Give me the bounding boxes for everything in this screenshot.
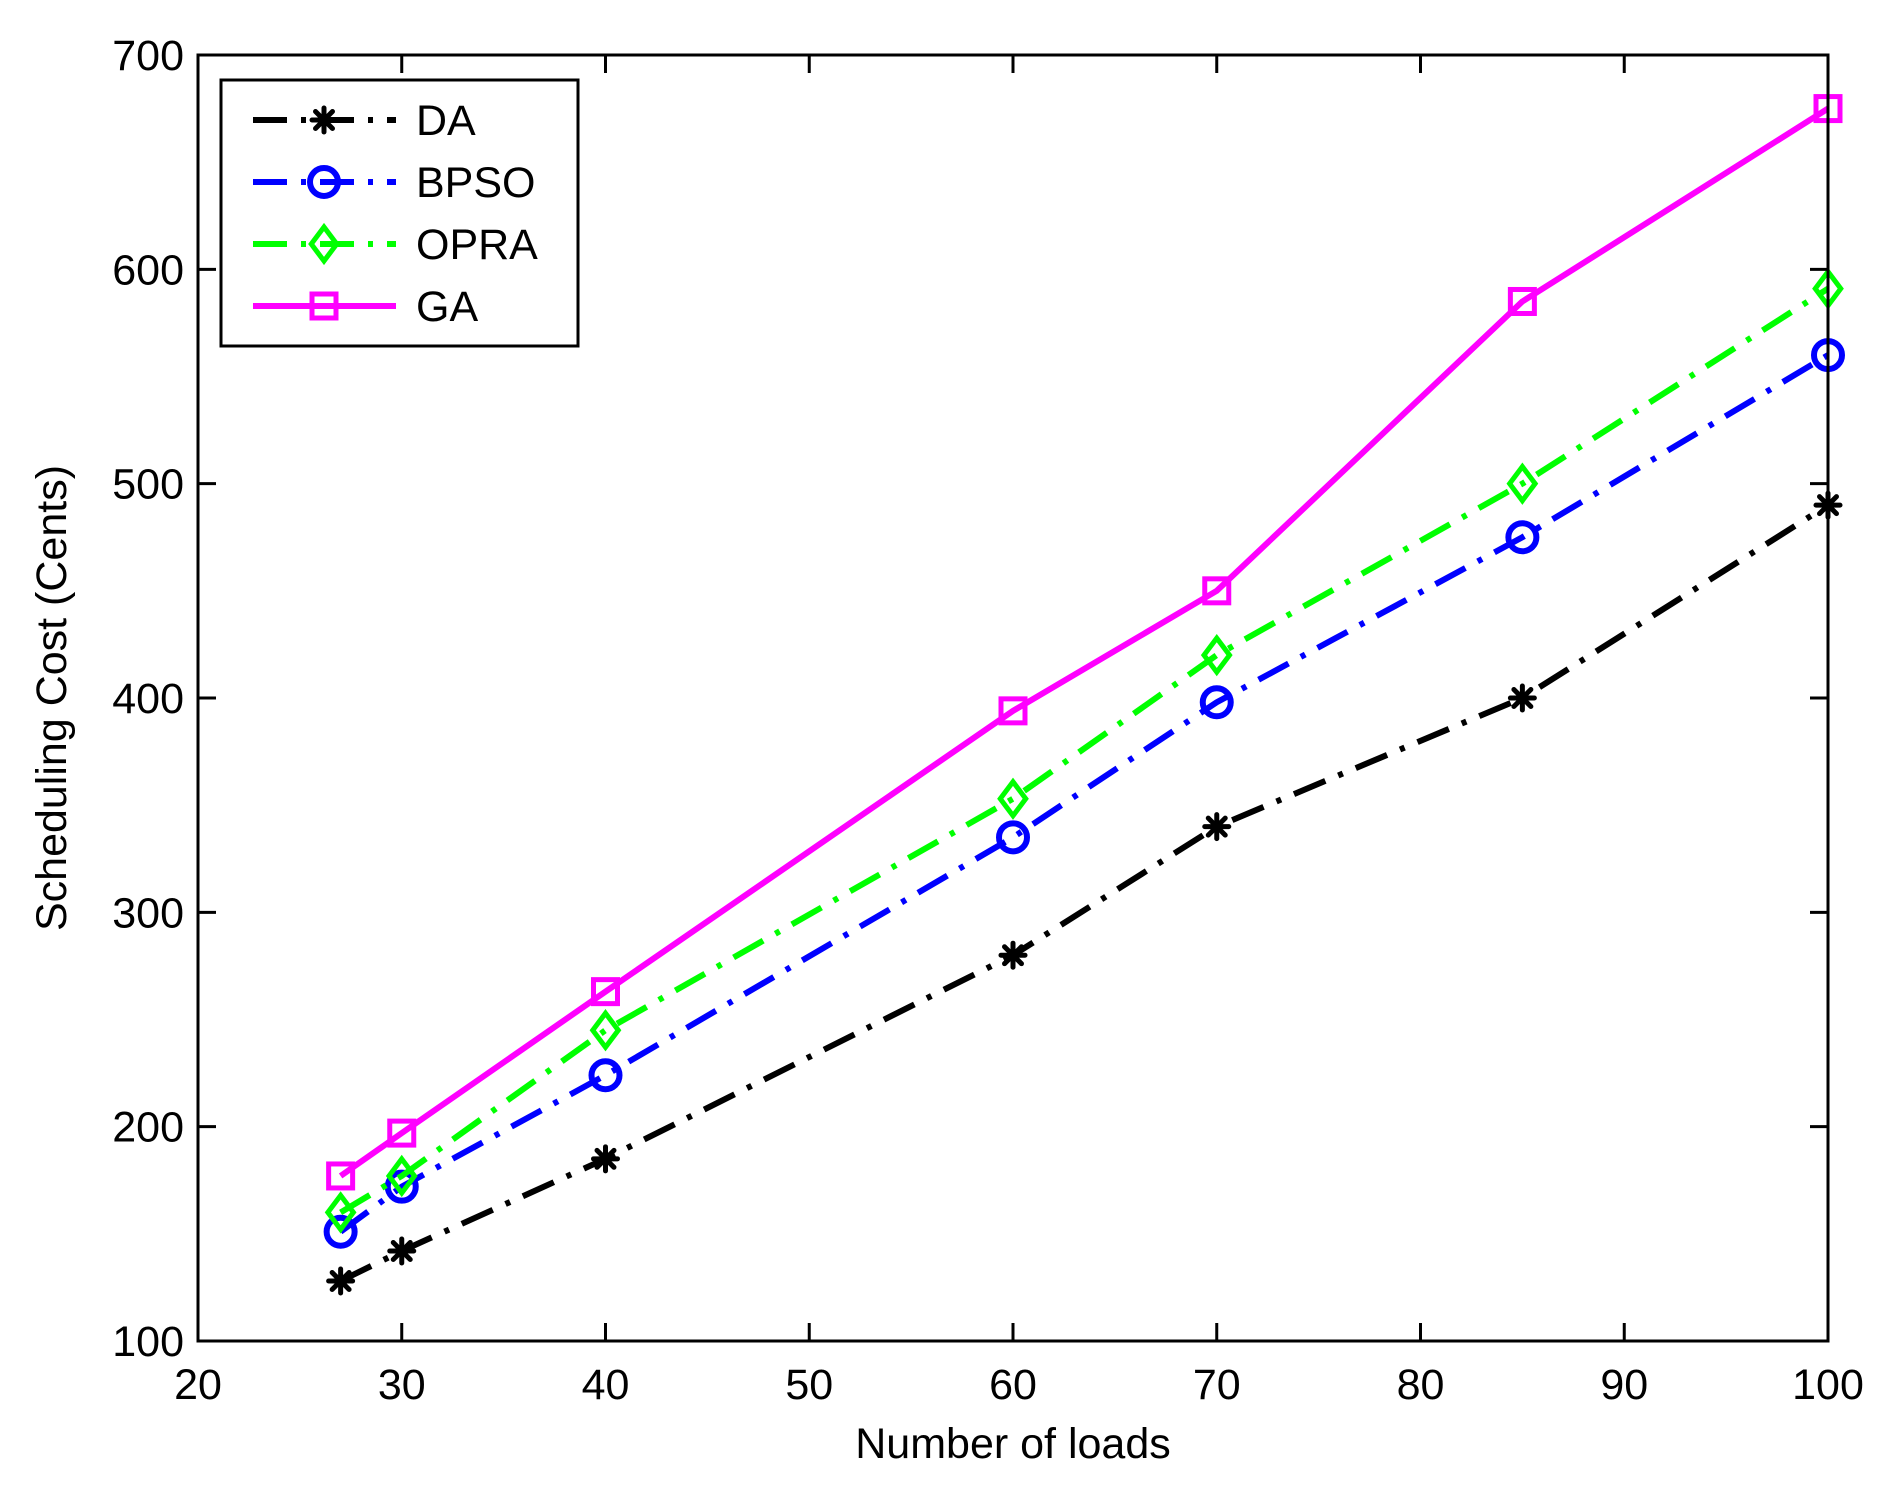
data-point-bpso bbox=[1505, 520, 1540, 555]
x-tick-label: 90 bbox=[1600, 1361, 1648, 1409]
legend-label-bpso: BPSO bbox=[416, 159, 536, 207]
data-point-ga bbox=[1202, 576, 1232, 606]
data-point-ga bbox=[591, 977, 620, 1007]
legend: DA BPSO OPRA GA bbox=[219, 78, 580, 348]
x-axis-label: Number of loads bbox=[855, 1420, 1171, 1468]
x-tick-label: 40 bbox=[582, 1361, 630, 1409]
data-point-da bbox=[998, 940, 1028, 970]
legend-box bbox=[219, 78, 580, 348]
x-tick-label: 100 bbox=[1792, 1361, 1864, 1409]
data-point-ga bbox=[998, 696, 1028, 726]
x-tick-label: 50 bbox=[785, 1361, 833, 1409]
data-point-opra bbox=[385, 1154, 418, 1198]
legend-entry-ga: GA bbox=[253, 283, 478, 331]
data-point-opra bbox=[589, 1009, 622, 1052]
legend-marker-ga bbox=[309, 291, 339, 321]
y-tick-label: 700 bbox=[112, 32, 184, 80]
data-point-bpso bbox=[1199, 685, 1234, 720]
legend-label-opra: OPRA bbox=[416, 221, 538, 269]
series-line-opra bbox=[339, 286, 1830, 1215]
x-tick-label: 80 bbox=[1397, 1361, 1445, 1409]
axes-layer: 20 30 40 50 60 70 80 90 100 100 200 300 400 500 600 700 bbox=[112, 32, 1864, 1409]
series-bpso bbox=[323, 338, 1845, 1249]
legend-marker-bpso bbox=[307, 165, 341, 199]
legend-entry-da: DA bbox=[253, 97, 476, 145]
x-tick-label: 60 bbox=[989, 1361, 1037, 1409]
x-tick-label: 70 bbox=[1193, 1361, 1241, 1409]
y-tick-label: 200 bbox=[112, 1104, 184, 1152]
data-point-opra bbox=[997, 777, 1029, 820]
data-point-ga bbox=[387, 1118, 417, 1148]
legend-label-da: DA bbox=[416, 97, 476, 145]
data-point-ga bbox=[326, 1161, 356, 1191]
data-point-da bbox=[326, 1266, 356, 1296]
data-point-da bbox=[1202, 812, 1232, 842]
x-tick-label: 20 bbox=[174, 1361, 222, 1409]
y-axis-label: Scheduling Cost (Cents) bbox=[28, 465, 76, 931]
data-point-da bbox=[1507, 683, 1537, 713]
series-line-ga bbox=[338, 106, 1830, 1179]
y-tick-label: 500 bbox=[112, 461, 184, 509]
y-tick-label: 300 bbox=[112, 889, 184, 937]
x-tick-label: 30 bbox=[378, 1361, 426, 1409]
y-tick-label: 400 bbox=[112, 675, 184, 723]
legend-entry-opra: OPRA bbox=[253, 221, 538, 269]
legend-marker-da bbox=[309, 105, 339, 135]
data-point-bpso bbox=[323, 1214, 358, 1249]
series-da bbox=[326, 490, 1843, 1296]
series-layer bbox=[323, 94, 1845, 1296]
legend-label-ga: GA bbox=[416, 283, 478, 331]
legend-marker-opra bbox=[308, 222, 340, 266]
data-point-opra bbox=[1200, 633, 1233, 677]
y-tick-label: 600 bbox=[112, 246, 184, 294]
data-point-da bbox=[387, 1236, 417, 1266]
data-point-opra bbox=[1506, 462, 1539, 505]
data-point-ga bbox=[1507, 286, 1537, 316]
series-line-bpso bbox=[338, 352, 1830, 1235]
data-point-da bbox=[591, 1144, 620, 1174]
legend-entry-bpso: BPSO bbox=[253, 159, 536, 207]
data-point-bpso bbox=[996, 820, 1030, 855]
y-tick-label: 100 bbox=[112, 1318, 184, 1366]
data-point-opra bbox=[324, 1191, 357, 1234]
data-point-bpso bbox=[588, 1058, 623, 1093]
